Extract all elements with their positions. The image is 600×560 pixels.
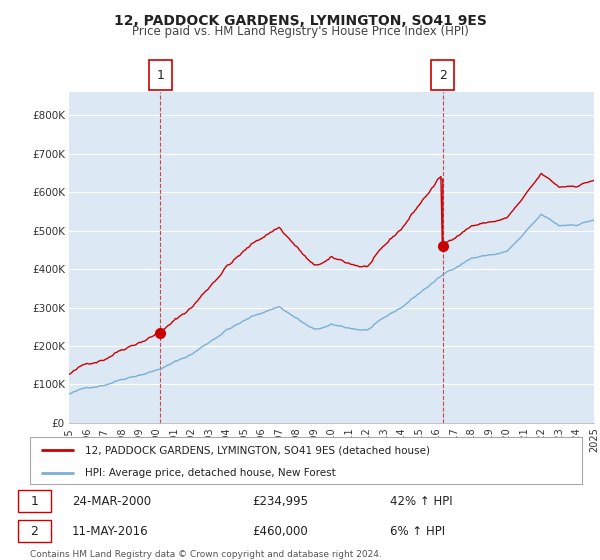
FancyBboxPatch shape: [18, 490, 51, 512]
Text: 2: 2: [439, 68, 447, 82]
Text: 12, PADDOCK GARDENS, LYMINGTON, SO41 9ES (detached house): 12, PADDOCK GARDENS, LYMINGTON, SO41 9ES…: [85, 445, 430, 455]
Text: HPI: Average price, detached house, New Forest: HPI: Average price, detached house, New …: [85, 468, 336, 478]
Text: 24-MAR-2000: 24-MAR-2000: [72, 496, 151, 508]
Text: 12, PADDOCK GARDENS, LYMINGTON, SO41 9ES: 12, PADDOCK GARDENS, LYMINGTON, SO41 9ES: [113, 14, 487, 28]
Text: Price paid vs. HM Land Registry's House Price Index (HPI): Price paid vs. HM Land Registry's House …: [131, 25, 469, 38]
Text: £234,995: £234,995: [252, 496, 308, 508]
Text: 6% ↑ HPI: 6% ↑ HPI: [390, 525, 445, 538]
Text: 1: 1: [31, 496, 38, 508]
Text: 2: 2: [31, 525, 38, 538]
Text: Contains HM Land Registry data © Crown copyright and database right 2024.
This d: Contains HM Land Registry data © Crown c…: [30, 550, 382, 560]
FancyBboxPatch shape: [18, 520, 51, 542]
Text: 1: 1: [156, 68, 164, 82]
Text: £460,000: £460,000: [252, 525, 308, 538]
Text: 11-MAY-2016: 11-MAY-2016: [72, 525, 149, 538]
Text: 42% ↑ HPI: 42% ↑ HPI: [390, 496, 452, 508]
